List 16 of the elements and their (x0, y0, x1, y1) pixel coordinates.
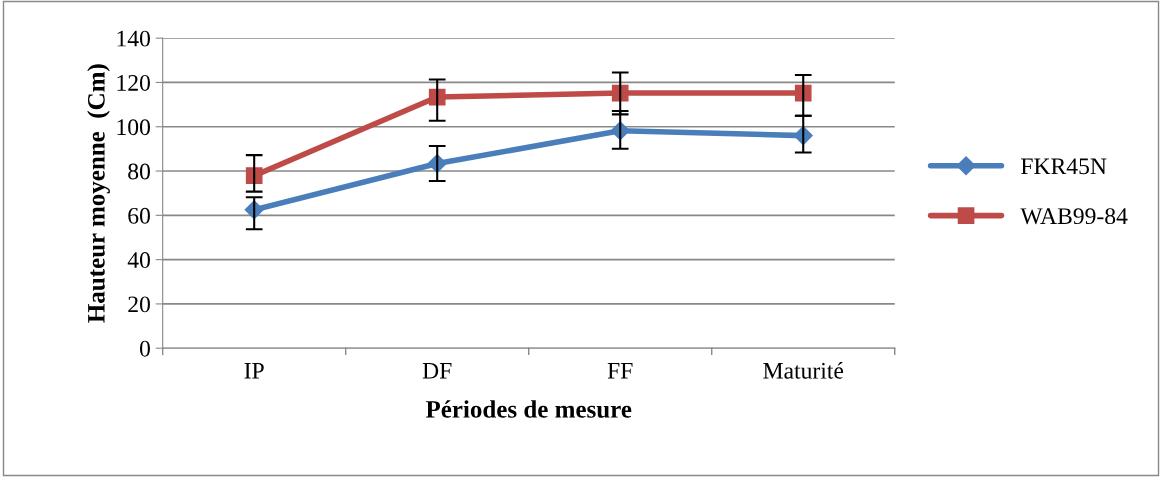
x-tick-label: FF (607, 363, 633, 379)
x-tick-label: IP (244, 363, 264, 379)
y-tick-label: 120 (117, 74, 150, 91)
y-tick-label: 20 (128, 296, 150, 313)
y-tick-label: 80 (128, 163, 150, 180)
y-tick-label: 100 (117, 119, 150, 136)
x-axis-title: Périodes de mesure (425, 400, 632, 418)
legend-label: FKR45N (1021, 158, 1107, 175)
y-tick-label: 0 (139, 340, 150, 357)
y-tick-label: 40 (127, 252, 150, 269)
y-axis-title: Hauteur moyenne (Cm) (87, 64, 110, 323)
legend-label: WAB99-84 (1020, 208, 1128, 225)
y-tick-label: 60 (128, 207, 150, 224)
x-tick-label: Maturité (763, 362, 844, 379)
x-tick-label: DF (422, 363, 452, 379)
y-tick-label: 140 (117, 30, 150, 47)
